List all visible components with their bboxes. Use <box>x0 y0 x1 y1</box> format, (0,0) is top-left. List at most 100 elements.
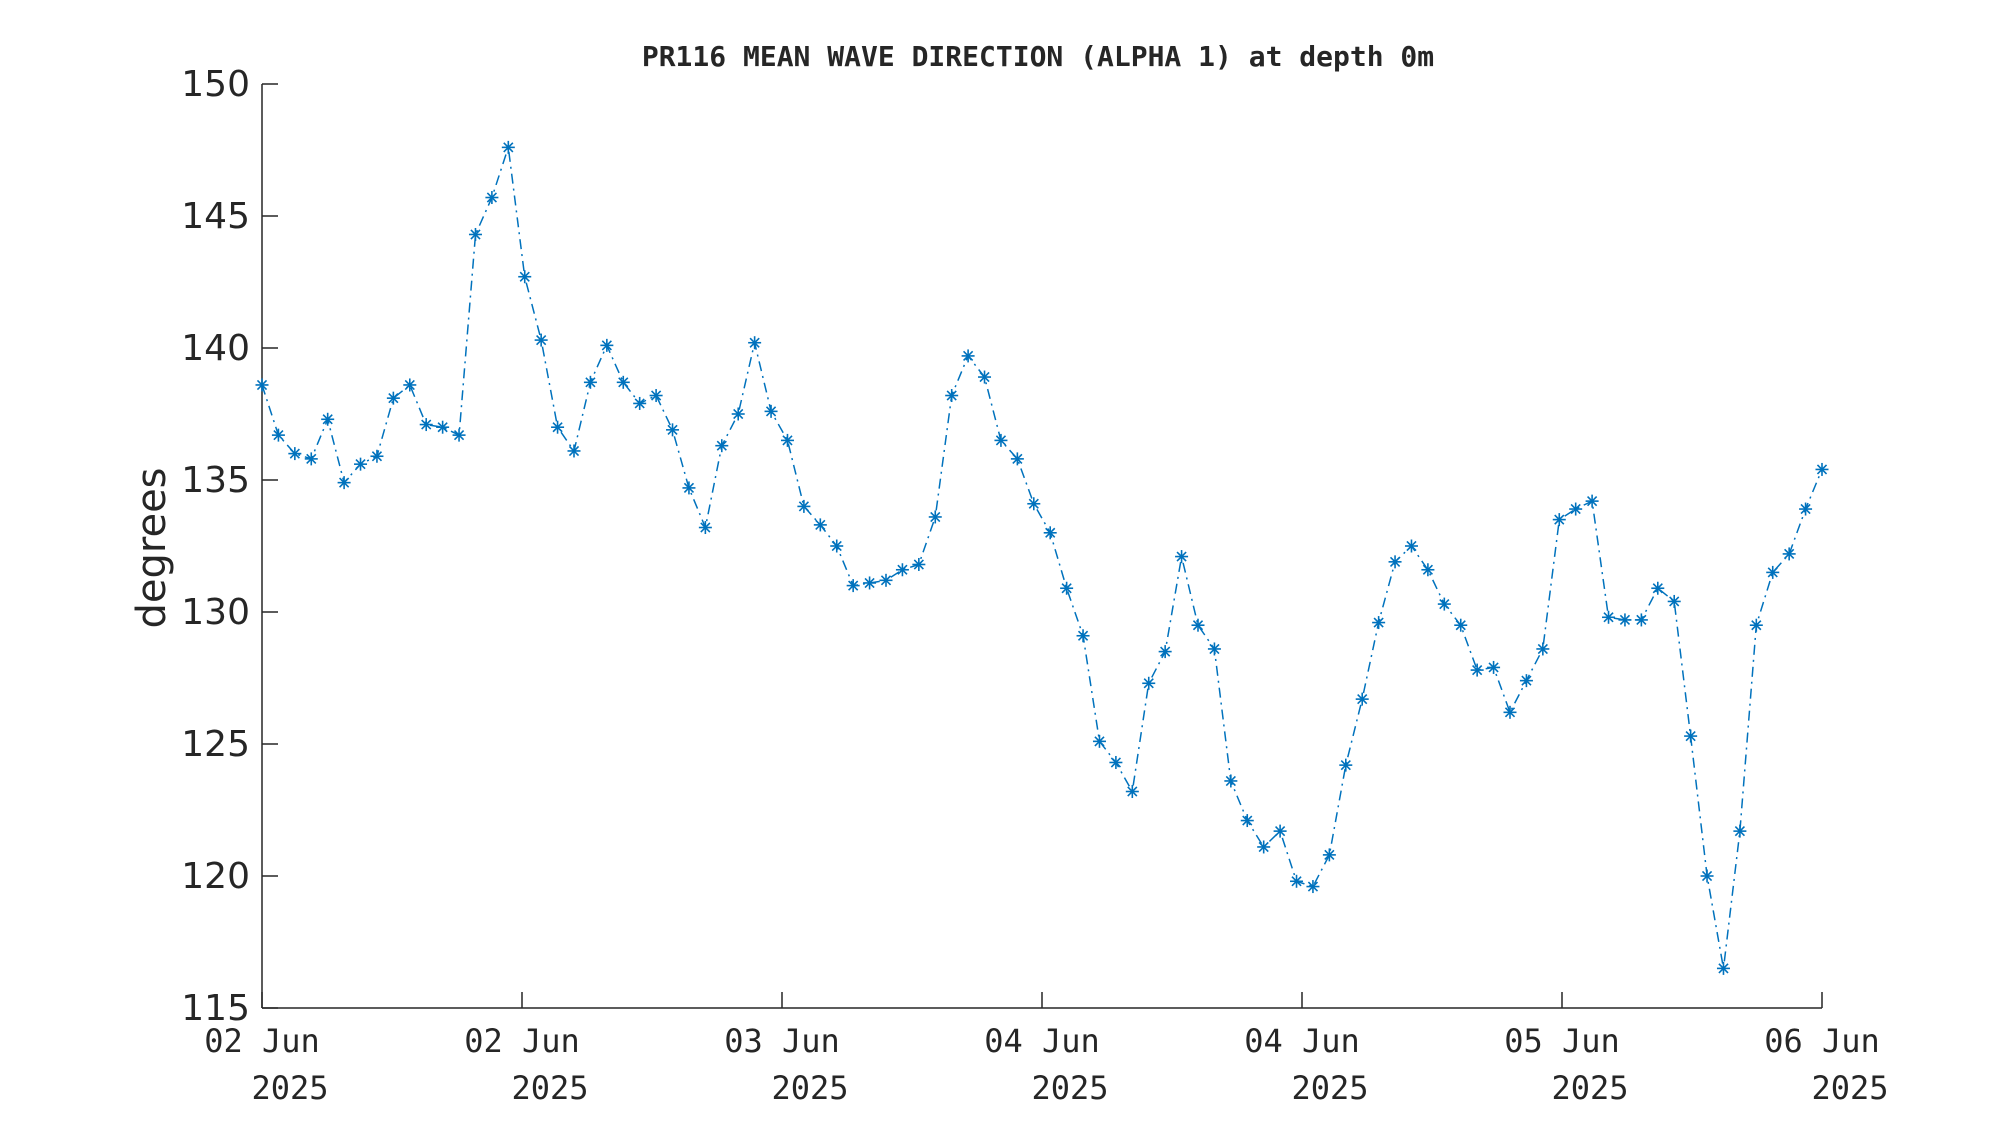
data-point <box>994 433 1008 447</box>
series-markers <box>255 140 1829 975</box>
data-point <box>567 444 581 458</box>
data-point <box>1716 961 1730 975</box>
data-point <box>1372 616 1386 630</box>
data-point <box>1470 663 1484 677</box>
data-point <box>518 270 532 284</box>
data-point <box>1634 613 1648 627</box>
data-point <box>452 428 466 442</box>
data-point <box>1224 774 1238 788</box>
data-point <box>337 476 351 490</box>
data-point <box>1667 594 1681 608</box>
data-point <box>1043 526 1057 540</box>
x-tick-label-day: 05 Jun <box>1504 1022 1620 1060</box>
data-point <box>945 389 959 403</box>
data-point <box>1536 642 1550 656</box>
data-point <box>1700 869 1714 883</box>
data-point <box>1060 581 1074 595</box>
x-tick-label-day: 04 Jun <box>984 1022 1100 1060</box>
data-point <box>1766 565 1780 579</box>
y-tick-label: 130 <box>181 592 250 633</box>
data-point <box>436 420 450 434</box>
data-point <box>1109 755 1123 769</box>
data-point <box>1273 824 1287 838</box>
x-ticks: 02 Jun 2025 02 Jun 2025 03 Jun 2025 04 Jun 2025… <box>204 992 1889 1107</box>
data-point <box>813 518 827 532</box>
x-tick-label-day: 04 Jun <box>1244 1022 1360 1060</box>
data-point <box>1454 618 1468 632</box>
data-point <box>1815 462 1829 476</box>
data-point <box>1684 729 1698 743</box>
data-point <box>863 576 877 590</box>
data-point <box>1240 814 1254 828</box>
data-point <box>485 191 499 205</box>
data-point <box>271 428 285 442</box>
data-point <box>978 370 992 384</box>
data-point <box>1503 705 1517 719</box>
data-point <box>1355 692 1369 706</box>
data-point <box>846 579 860 593</box>
data-point <box>1142 676 1156 690</box>
data-point <box>682 481 696 495</box>
data-point <box>1322 848 1336 862</box>
x-tick-label-day: 03 Jun <box>724 1022 840 1060</box>
data-point <box>1519 674 1533 688</box>
data-point <box>1487 660 1501 674</box>
x-tick-label-year: 2025 <box>1031 1069 1108 1107</box>
x-tick-label-year: 2025 <box>1291 1069 1368 1107</box>
data-point <box>616 375 630 389</box>
data-point <box>304 452 318 466</box>
data-point <box>354 457 368 471</box>
x-tick-label-year: 2025 <box>1811 1069 1888 1107</box>
data-point <box>1651 581 1665 595</box>
x-tick-label-year: 2025 <box>251 1069 328 1107</box>
data-point <box>912 557 926 571</box>
data-point <box>1339 758 1353 772</box>
data-point <box>1158 645 1172 659</box>
x-tick-label-day: 02 Jun <box>204 1022 320 1060</box>
data-point <box>879 573 893 587</box>
data-point <box>1257 840 1271 854</box>
data-point <box>1799 502 1813 516</box>
data-point <box>633 396 647 410</box>
y-tick-label: 145 <box>181 196 250 237</box>
data-point <box>1191 618 1205 632</box>
data-point <box>468 227 482 241</box>
data-point <box>797 499 811 513</box>
data-point <box>419 418 433 432</box>
data-point <box>1125 785 1139 799</box>
data-point <box>731 407 745 421</box>
data-point <box>764 404 778 418</box>
data-point <box>1207 642 1221 656</box>
y-axis-label: degrees <box>129 467 175 628</box>
data-point <box>1552 513 1566 527</box>
data-point <box>1092 734 1106 748</box>
data-point <box>1290 874 1304 888</box>
x-tick-label-year: 2025 <box>771 1069 848 1107</box>
data-point <box>1027 497 1041 511</box>
data-point <box>698 521 712 535</box>
data-point <box>370 449 384 463</box>
data-point <box>780 433 794 447</box>
data-point <box>551 420 565 434</box>
data-point <box>649 389 663 403</box>
data-point <box>1010 452 1024 466</box>
y-tick-label: 125 <box>181 724 250 765</box>
y-tick-label: 135 <box>181 460 250 501</box>
data-point <box>1306 880 1320 894</box>
data-point <box>386 391 400 405</box>
data-point <box>1076 629 1090 643</box>
axes <box>261 84 1822 1009</box>
data-point <box>583 375 597 389</box>
data-point <box>255 378 269 392</box>
data-point <box>1749 618 1763 632</box>
data-point <box>748 336 762 350</box>
y-ticks: 115 120 125 130 135 140 145 150 <box>181 64 278 1029</box>
data-point <box>928 510 942 524</box>
data-point <box>715 439 729 453</box>
data-point <box>1421 563 1435 577</box>
data-point <box>1782 547 1796 561</box>
data-point <box>666 423 680 437</box>
chart-title: PR116 MEAN WAVE DIRECTION (ALPHA 1) at d… <box>642 40 1434 73</box>
y-tick-label: 140 <box>181 328 250 369</box>
